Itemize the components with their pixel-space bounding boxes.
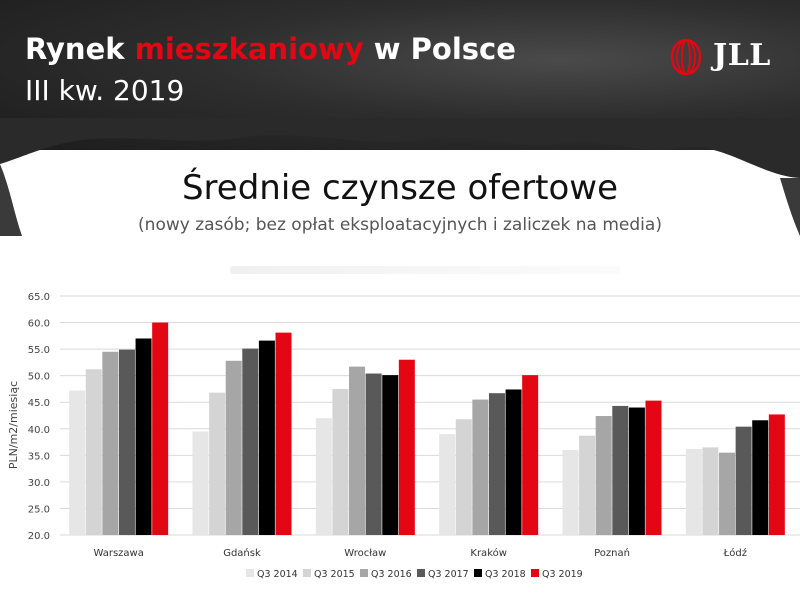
legend-label: Q3 2015 xyxy=(314,569,355,580)
y-tick-label: 25.0 xyxy=(28,504,50,515)
bar xyxy=(488,393,505,535)
bar xyxy=(628,407,645,535)
bar xyxy=(398,359,415,535)
y-tick-label: 45.0 xyxy=(28,398,50,409)
header-title-part2: w Polsce xyxy=(363,32,516,66)
bar-chart: 20.0 25.0 30.0 35.0 40.0 45.0 50.0 55.0 60.0 65.0… xyxy=(28,292,800,580)
brush-stroke-divider xyxy=(0,118,800,236)
legend-swatch xyxy=(531,569,539,577)
bar xyxy=(332,388,349,535)
y-tick-label: 60.0 xyxy=(28,319,50,330)
bar xyxy=(225,360,242,535)
x-tick-label: Poznań xyxy=(594,547,630,559)
page-subtitle: (nowy zasób; bez opłat eksploatacyjnych … xyxy=(138,215,662,235)
bar xyxy=(472,399,489,535)
bar xyxy=(275,332,292,535)
bar xyxy=(685,448,702,535)
legend-swatch xyxy=(360,569,368,577)
header-title: Rynek mieszkaniowy w Polsce xyxy=(25,32,516,66)
bar xyxy=(768,414,785,535)
bar xyxy=(719,452,736,535)
bar xyxy=(69,390,86,535)
bar xyxy=(102,351,119,535)
bar xyxy=(455,419,472,535)
bar xyxy=(365,373,382,535)
bar xyxy=(152,322,169,535)
y-tick-label: 40.0 xyxy=(28,425,50,436)
bar xyxy=(439,434,456,535)
logo-text: JLL xyxy=(713,38,771,73)
bar xyxy=(702,447,719,535)
bar xyxy=(752,420,769,535)
bar xyxy=(242,348,259,535)
bar xyxy=(579,435,596,535)
legend-label: Q3 2014 xyxy=(257,569,298,580)
bar xyxy=(735,426,752,535)
bar xyxy=(382,375,399,535)
bar xyxy=(135,338,152,535)
jll-logo-icon xyxy=(670,38,702,76)
header-title-part1: Rynek xyxy=(25,32,135,66)
legend-swatch xyxy=(417,569,425,577)
y-axis-label: PLN/m2/miesiąc xyxy=(7,380,20,470)
bar xyxy=(595,416,612,535)
bar xyxy=(522,375,539,535)
bar xyxy=(209,392,226,535)
legend-label: Q3 2018 xyxy=(485,569,526,580)
legend-swatch xyxy=(303,569,311,577)
x-tick-label: Łódź xyxy=(723,547,747,559)
x-tick-label: Warszawa xyxy=(93,548,143,559)
y-tick-label: 65.0 xyxy=(28,292,50,303)
header-title-accent: mieszkaniowy xyxy=(134,32,364,66)
x-tick-label: Kraków xyxy=(470,547,507,559)
page-title: Średnie czynsze ofertowe xyxy=(181,168,619,208)
bar xyxy=(85,369,102,535)
header-subtitle: III kw. 2019 xyxy=(25,74,185,107)
x-tick-label: Gdańsk xyxy=(223,547,261,559)
legend-label: Q3 2017 xyxy=(428,569,469,580)
bar xyxy=(192,431,209,535)
bar xyxy=(349,366,366,535)
legend-label: Q3 2019 xyxy=(542,569,583,580)
legend-swatch xyxy=(474,569,482,577)
legend-label: Q3 2016 xyxy=(371,569,412,580)
legend-swatch xyxy=(246,569,254,577)
y-tick-label: 55.0 xyxy=(28,345,50,356)
bar xyxy=(258,340,275,535)
bar xyxy=(612,405,629,535)
x-tick-label: Wrocław xyxy=(344,548,386,559)
y-tick-label: 35.0 xyxy=(28,451,50,462)
faded-caption-strip xyxy=(230,266,620,274)
y-tick-label: 30.0 xyxy=(28,478,50,489)
bar xyxy=(505,389,522,535)
y-tick-label: 20.0 xyxy=(28,531,50,542)
y-tick-label: 50.0 xyxy=(28,372,50,383)
bar xyxy=(315,418,332,535)
bar xyxy=(562,450,579,535)
bar xyxy=(645,400,662,535)
bar xyxy=(118,349,135,535)
